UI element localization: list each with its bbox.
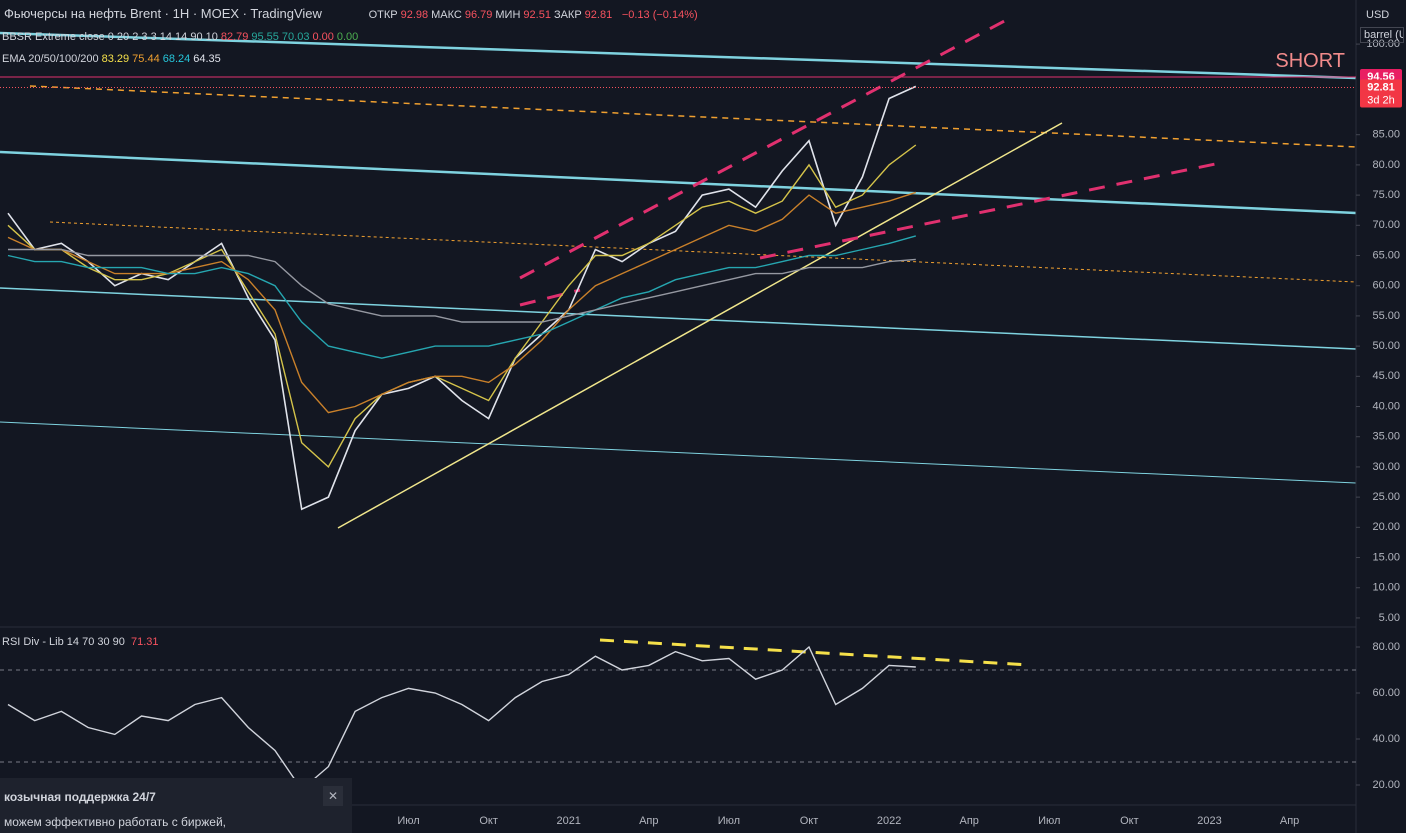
y-tick-label: 20.00 bbox=[1372, 779, 1400, 791]
trend-line bbox=[49, 221, 1357, 283]
series-line bbox=[7, 645, 916, 791]
y-tick-label: 70.00 bbox=[1372, 219, 1400, 231]
header: Фьючерсы на нефть Brent · 1H · MOEX · Tr… bbox=[4, 6, 701, 21]
price-label: 92.81 bbox=[1367, 81, 1395, 93]
x-tick-label: Окт bbox=[479, 815, 498, 827]
series-line bbox=[8, 248, 916, 323]
y-tick-label: 60.00 bbox=[1372, 280, 1400, 292]
ohlc-value: 92.51 bbox=[523, 9, 551, 21]
popup: козычная поддержка 24/7 можем эффективно… bbox=[0, 778, 352, 833]
y-tick-label: 80.00 bbox=[1372, 159, 1400, 171]
trend-line bbox=[29, 85, 1357, 148]
trend-line bbox=[0, 31, 1357, 80]
y-tick-label: 40.00 bbox=[1372, 400, 1400, 412]
x-tick-label: Июл bbox=[1038, 815, 1060, 827]
indicator-value: 0.00 bbox=[336, 31, 359, 43]
channel-line bbox=[519, 16, 1011, 280]
y-tick-label: 5.00 bbox=[1379, 612, 1400, 624]
y-tick-label: 15.00 bbox=[1372, 551, 1400, 563]
y-tick-label: 85.00 bbox=[1372, 129, 1400, 141]
series-line bbox=[7, 235, 916, 359]
indicator-value: 83.29 bbox=[101, 53, 130, 65]
indicator-value: 64.35 bbox=[193, 53, 221, 65]
indicator-legend: BBSR Extreme close 0 20 2 3 3 14 14 90 1… bbox=[2, 31, 364, 43]
y-tick-label: 100.00 bbox=[1366, 38, 1400, 50]
y-tick-label: 45.00 bbox=[1372, 370, 1400, 382]
x-tick-label: Окт bbox=[1120, 815, 1139, 827]
y-tick-label: 50.00 bbox=[1372, 340, 1400, 352]
x-tick-label: Апр bbox=[1280, 815, 1299, 827]
indicator-name: EMA 20/50/100/200 bbox=[2, 53, 99, 65]
y-tick-label: 55.00 bbox=[1372, 310, 1400, 322]
currency[interactable]: USD bbox=[1366, 9, 1390, 21]
x-tick-label: Окт bbox=[800, 815, 819, 827]
trend-line bbox=[0, 287, 1357, 350]
indicator-legend: RSI Div - Lib 14 70 30 90 71.31 bbox=[2, 636, 162, 648]
y-tick-label: 30.00 bbox=[1372, 461, 1400, 473]
x-tick-label: 2021 bbox=[556, 815, 580, 827]
y-tick-label: 35.00 bbox=[1372, 431, 1400, 443]
ohlc-label: ЗАКР bbox=[553, 9, 582, 21]
y-tick-label: 20.00 bbox=[1372, 521, 1400, 533]
ohlc-label: МИН bbox=[495, 9, 521, 21]
ohlc-value: 92.81 bbox=[584, 9, 613, 21]
ohlc-value: 92.98 bbox=[400, 9, 429, 21]
change: −0.13 (−0.14%) bbox=[621, 9, 698, 21]
indicator-value: 71.31 bbox=[130, 636, 159, 648]
indicator-name: BBSR Extreme close 0 20 2 3 3 14 14 90 1… bbox=[2, 31, 218, 43]
indicator-value: 95.55 bbox=[251, 31, 279, 43]
trend-line bbox=[0, 150, 1357, 215]
indicator-value: 0.00 bbox=[312, 31, 334, 43]
channel-line bbox=[759, 160, 1226, 260]
indicator-name: RSI Div - Lib 14 70 30 90 bbox=[2, 636, 125, 648]
drawings bbox=[0, 0, 1357, 833]
symbol: Фьючерсы на нефть Brent · 1H · MOEX · Tr… bbox=[4, 6, 322, 21]
annotation: SHORT bbox=[1275, 50, 1345, 72]
y-tick-label: 40.00 bbox=[1372, 733, 1400, 745]
trend-line bbox=[0, 421, 1357, 484]
popup-text: можем эффективно работать с биржей, bbox=[4, 815, 227, 829]
series-line bbox=[7, 85, 917, 511]
unit[interactable]: barrel (U bbox=[1360, 27, 1404, 43]
x-tick-label: Июл bbox=[397, 815, 419, 827]
y-tick-label: 65.00 bbox=[1372, 249, 1400, 261]
x-tick-label: Апр bbox=[959, 815, 978, 827]
y-tick-label: 10.00 bbox=[1372, 582, 1400, 594]
x-tick-label: Апр bbox=[639, 815, 658, 827]
popup-title: козычная поддержка 24/7 bbox=[4, 790, 156, 804]
x-tick-label: Июл bbox=[718, 815, 740, 827]
trend-line bbox=[337, 122, 1063, 529]
ohlc-label: ОТКР bbox=[368, 9, 398, 21]
channel-line bbox=[519, 288, 581, 307]
indicator-value: 75.44 bbox=[132, 53, 160, 65]
indicator-value: 82.79 bbox=[220, 31, 249, 43]
y-tick-label: 25.00 bbox=[1372, 491, 1400, 503]
close-button[interactable]: ✕ bbox=[323, 786, 343, 806]
x-tick-label: 2023 bbox=[1197, 815, 1221, 827]
ohlc: ОТКР 92.98 МАКС 96.79 МИН 92.51 ЗАКР 92.81 bbox=[369, 9, 616, 21]
indicator-value: 70.03 bbox=[281, 31, 310, 43]
y-tick-label: 80.00 bbox=[1372, 641, 1400, 653]
indicator-value: 68.24 bbox=[162, 53, 191, 65]
series-line bbox=[7, 144, 917, 469]
indicator-legend: EMA 20/50/100/200 83.29 75.44 68.24 64.35 bbox=[2, 53, 227, 65]
ohlc-value: 96.79 bbox=[464, 9, 493, 21]
countdown: 3d 2h bbox=[1367, 94, 1395, 106]
y-tick-label: 75.00 bbox=[1372, 189, 1400, 201]
ohlc-label: МАКС bbox=[431, 9, 462, 21]
y-tick-label: 60.00 bbox=[1372, 687, 1400, 699]
series-line bbox=[7, 191, 917, 414]
x-tick-label: 2022 bbox=[877, 815, 901, 827]
price-label-box bbox=[1360, 79, 1402, 108]
